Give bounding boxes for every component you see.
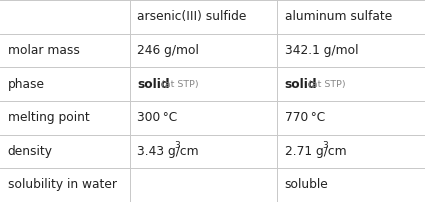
Text: arsenic(III) sulfide: arsenic(III) sulfide bbox=[137, 11, 246, 23]
Text: 246 g/mol: 246 g/mol bbox=[137, 44, 199, 57]
Text: (at STP): (at STP) bbox=[308, 80, 346, 89]
Text: solubility in water: solubility in water bbox=[8, 178, 116, 191]
Text: 3: 3 bbox=[322, 141, 328, 150]
Text: molar mass: molar mass bbox=[8, 44, 79, 57]
Text: solid: solid bbox=[285, 78, 317, 91]
Text: 342.1 g/mol: 342.1 g/mol bbox=[285, 44, 358, 57]
Text: aluminum sulfate: aluminum sulfate bbox=[285, 11, 392, 23]
Text: 3.43 g/cm: 3.43 g/cm bbox=[137, 145, 199, 158]
Text: 770 °C: 770 °C bbox=[285, 111, 325, 124]
Text: 300 °C: 300 °C bbox=[137, 111, 178, 124]
Text: density: density bbox=[8, 145, 53, 158]
Text: 2.71 g/cm: 2.71 g/cm bbox=[285, 145, 346, 158]
Text: phase: phase bbox=[8, 78, 45, 91]
Text: (at STP): (at STP) bbox=[161, 80, 198, 89]
Text: solid: solid bbox=[137, 78, 170, 91]
Text: soluble: soluble bbox=[285, 178, 329, 191]
Text: 3: 3 bbox=[175, 141, 181, 150]
Text: melting point: melting point bbox=[8, 111, 89, 124]
